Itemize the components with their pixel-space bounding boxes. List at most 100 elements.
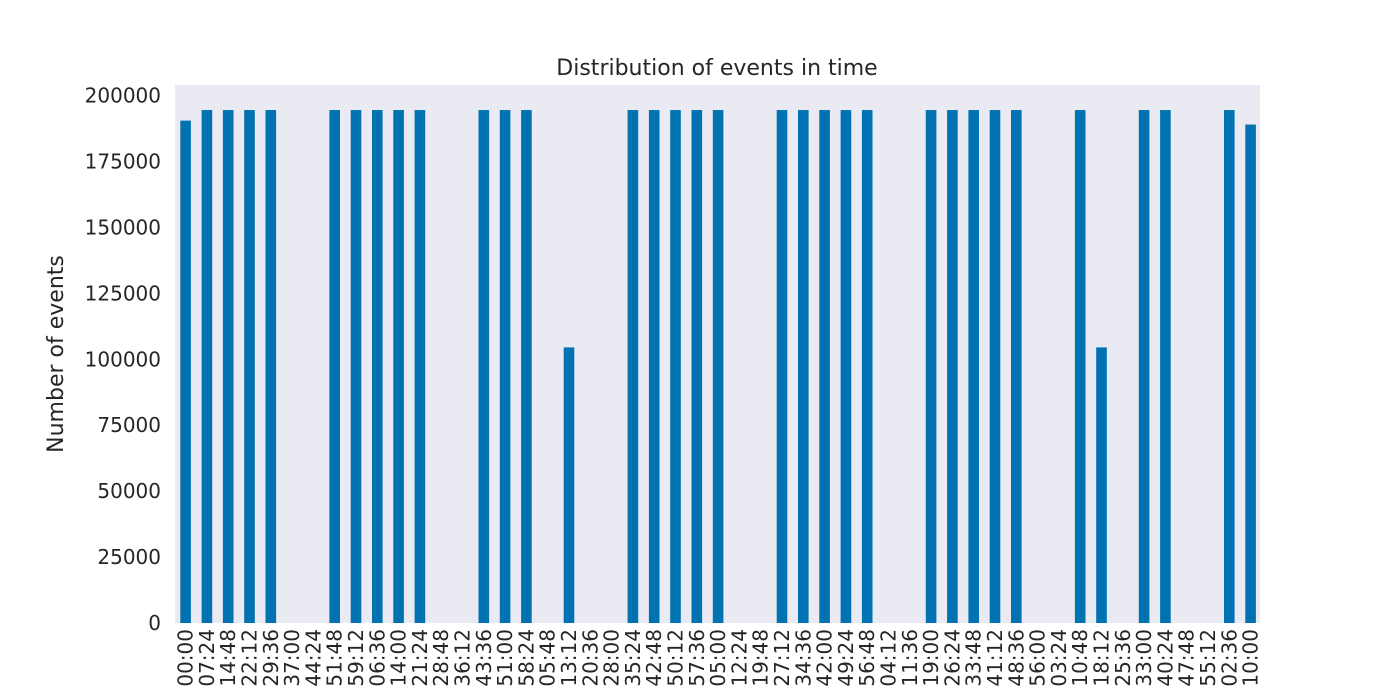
bar-45 [1138, 110, 1150, 624]
x-tick-label-43: 18:12 [1090, 629, 1114, 687]
bar-37 [968, 110, 979, 624]
bar-0 [180, 120, 191, 623]
bar-29 [798, 110, 809, 624]
bar-25 [712, 110, 724, 624]
bar-4 [265, 110, 277, 624]
x-tick-label-29: 34:36 [791, 629, 815, 687]
x-tick-label-15: 51:00 [493, 629, 517, 687]
x-tick-label-31: 49:24 [834, 629, 858, 687]
x-tick-label-3: 22:12 [238, 629, 262, 687]
bar-7 [329, 110, 340, 624]
bar-3 [244, 110, 255, 624]
x-tick-label-14: 43:36 [472, 629, 496, 687]
x-tick-label-1: 07:24 [195, 629, 219, 687]
x-tick-label-45: 33:00 [1132, 629, 1156, 687]
bar-28 [776, 110, 788, 624]
bar-14 [478, 110, 490, 624]
bar-21 [627, 110, 639, 624]
x-tick-label-46: 40:24 [1153, 629, 1177, 687]
x-tick-label-38: 41:12 [983, 629, 1007, 687]
y-tick-label-1: 25000 [97, 545, 161, 569]
x-tick-label-16: 58:24 [514, 629, 538, 687]
bar-42 [1074, 110, 1086, 624]
x-tick-label-5: 37:00 [280, 629, 304, 687]
x-tick-label-20: 28:00 [600, 629, 624, 687]
x-tick-label-21: 35:24 [621, 629, 645, 687]
x-tick-label-9: 06:36 [365, 629, 389, 687]
x-tick-label-47: 47:48 [1175, 629, 1199, 687]
x-tick-label-13: 36:12 [451, 629, 475, 687]
bar-23 [670, 110, 681, 624]
x-tick-label-49: 02:36 [1217, 629, 1241, 687]
bar-39 [1011, 110, 1022, 624]
x-tick-label-50: 10:00 [1239, 629, 1263, 687]
bar-2 [222, 110, 234, 624]
x-tick-label-32: 56:48 [855, 629, 879, 687]
x-tick-label-39: 48:36 [1004, 629, 1028, 687]
x-tick-label-4: 29:36 [259, 629, 283, 687]
y-tick-label-0: 0 [148, 611, 161, 635]
x-tick-label-26: 12:24 [727, 629, 751, 687]
bar-32 [861, 110, 873, 624]
chart-title: Distribution of events in time [556, 56, 877, 81]
x-tick-label-19: 20:36 [578, 629, 602, 687]
y-tick-label-5: 125000 [85, 281, 161, 305]
bar-15 [499, 110, 511, 624]
x-tick-label-0: 00:00 [174, 629, 198, 687]
bar-46 [1160, 110, 1171, 624]
y-tick-label-4: 100000 [85, 347, 161, 371]
x-tick-label-8: 59:12 [344, 629, 368, 687]
bar-1 [201, 110, 213, 624]
x-tick-label-18: 13:12 [557, 629, 581, 687]
y-axis-label: Number of events [44, 255, 69, 453]
bar-50 [1245, 124, 1256, 623]
x-tick-label-36: 26:24 [940, 629, 964, 687]
bar-18 [563, 347, 575, 623]
x-tick-label-28: 27:12 [770, 629, 794, 687]
bar-35 [925, 110, 937, 624]
x-tick-label-10: 14:00 [387, 629, 411, 687]
x-tick-label-33: 04:12 [877, 629, 901, 687]
y-tick-labels: 0 25000 50000 75000 100000 125000 150000 175000… [85, 84, 161, 635]
x-tick-label-17: 05:48 [536, 629, 560, 687]
y-tick-label-6: 150000 [85, 215, 161, 239]
bar-16 [521, 110, 532, 624]
bar-10 [393, 110, 404, 624]
x-tick-label-6: 44:24 [301, 629, 325, 687]
x-tick-label-2: 14:48 [216, 629, 240, 687]
y-tick-label-7: 175000 [85, 149, 161, 173]
x-tick-label-34: 11:36 [898, 629, 922, 687]
y-tick-label-8: 200000 [85, 84, 161, 108]
x-tick-label-41: 03:24 [1047, 629, 1071, 687]
bar-38 [989, 110, 1001, 624]
x-tick-label-7: 51:48 [323, 629, 347, 687]
x-tick-label-24: 57:36 [685, 629, 709, 687]
bar-22 [648, 110, 660, 624]
bar-49 [1224, 110, 1235, 624]
x-tick-labels: 00:0007:2414:4822:1229:3637:0044:2451:48… [174, 629, 1263, 687]
x-tick-label-27: 19:48 [749, 629, 773, 687]
bar-30 [819, 110, 830, 624]
bar-9 [372, 110, 383, 624]
bar-8 [350, 110, 362, 624]
x-tick-label-22: 42:48 [642, 629, 666, 687]
bar-31 [840, 110, 852, 624]
x-tick-label-35: 19:00 [919, 629, 943, 687]
x-tick-label-30: 42:00 [813, 629, 837, 687]
x-tick-label-42: 10:48 [1068, 629, 1092, 687]
y-tick-label-2: 50000 [97, 479, 161, 503]
x-tick-label-40: 56:00 [1026, 629, 1050, 687]
x-tick-label-48: 55:12 [1196, 629, 1220, 687]
bar-36 [947, 110, 958, 624]
x-tick-label-12: 28:48 [429, 629, 453, 687]
y-tick-label-3: 75000 [97, 413, 161, 437]
bar-24 [691, 110, 703, 624]
x-tick-label-23: 50:12 [664, 629, 688, 687]
x-tick-label-11: 21:24 [408, 629, 432, 687]
bar-43 [1096, 347, 1107, 623]
bar-11 [414, 110, 426, 624]
x-tick-label-37: 33:48 [962, 629, 986, 687]
x-tick-label-44: 25:36 [1111, 629, 1135, 687]
